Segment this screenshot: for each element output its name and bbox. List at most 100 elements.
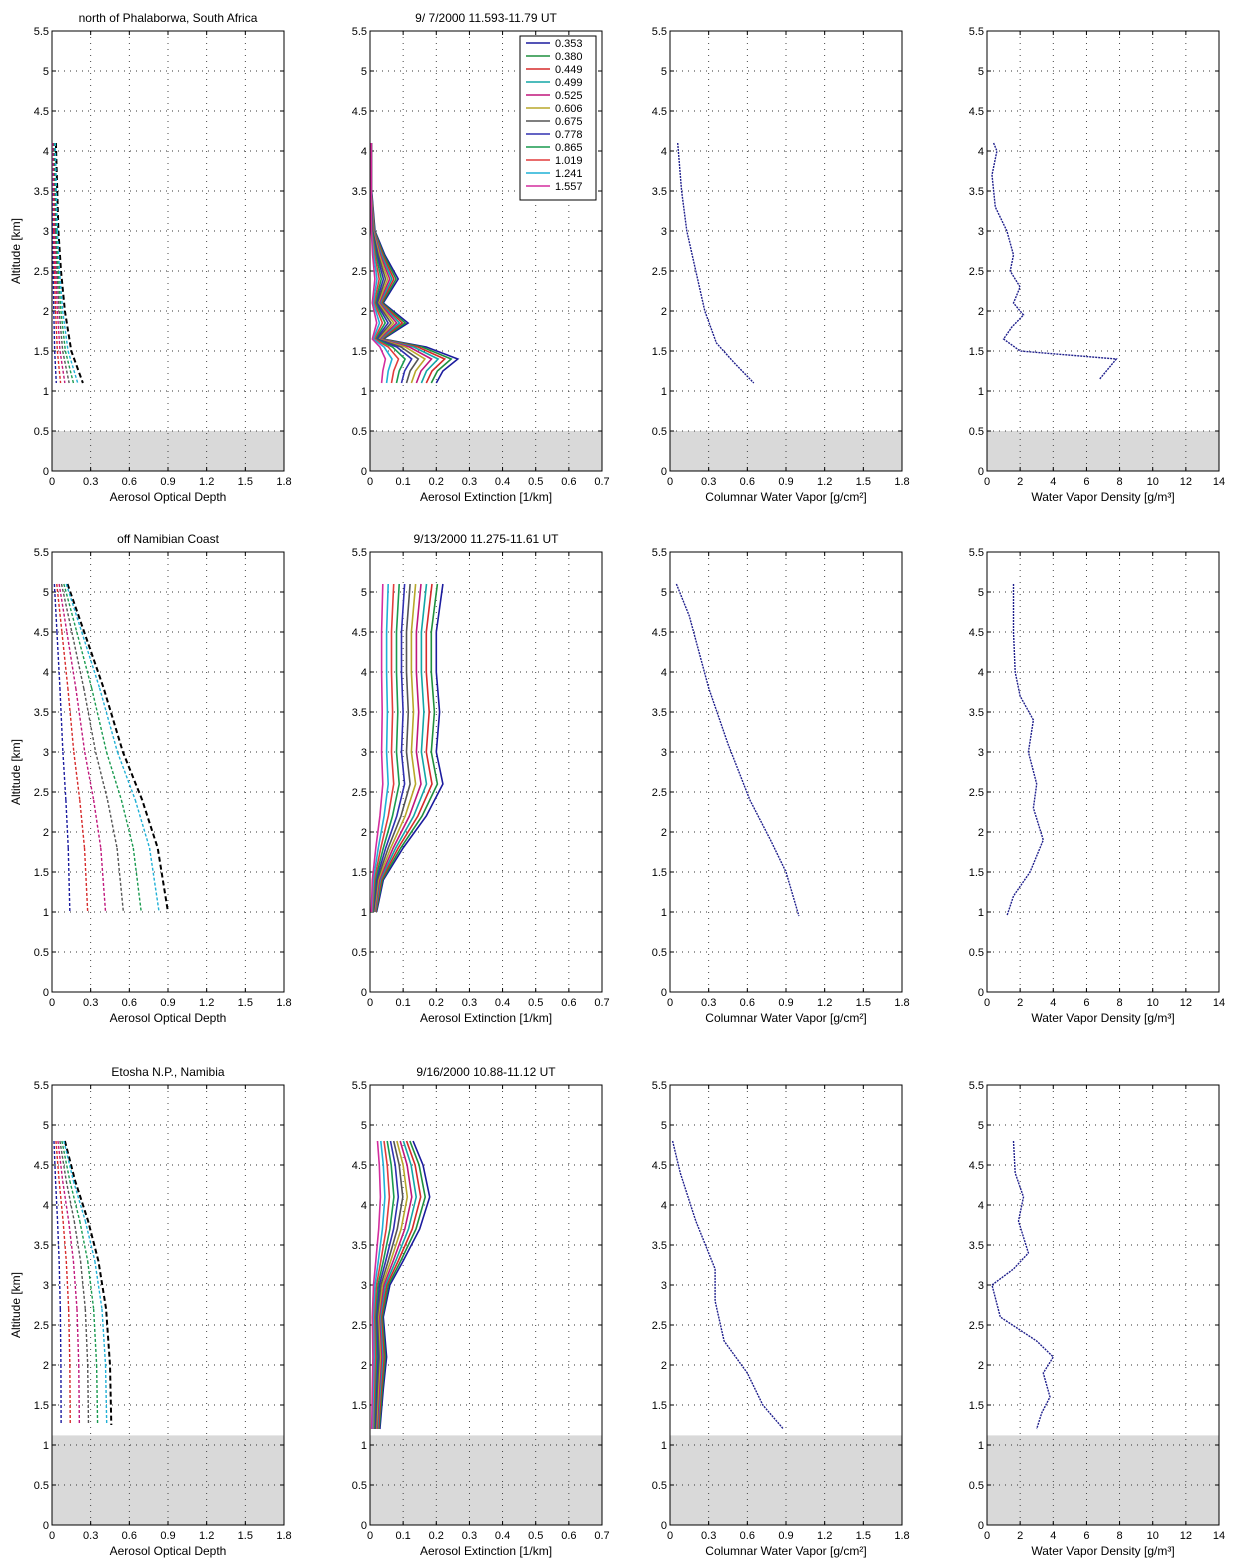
y-tick-label: 5.5 <box>352 26 367 38</box>
x-tick-label: 0.5 <box>528 1530 543 1542</box>
aod-strand <box>65 583 83 633</box>
y-tick-label: 5 <box>978 1120 984 1132</box>
y-tick-label: 3.5 <box>652 1240 667 1252</box>
aod-envelope <box>66 583 169 913</box>
y-tick-label: 3 <box>361 747 367 759</box>
y-tick-label: 1 <box>361 907 367 919</box>
aod-strand <box>84 1220 96 1262</box>
y-tick-label: 5 <box>43 1120 49 1132</box>
y-tick-label: 1 <box>43 386 49 398</box>
aod-strand <box>55 230 59 272</box>
aod-strand <box>86 1260 95 1310</box>
legend-entry: 0.865 <box>555 142 583 154</box>
aod-strand <box>67 1308 71 1366</box>
x-tick-label: 1.5 <box>238 476 253 488</box>
x-tick-label: 0.3 <box>83 476 98 488</box>
aod-strand <box>86 1364 90 1426</box>
y-tick-label: 4 <box>978 667 984 679</box>
aod-strand <box>54 310 59 352</box>
y-tick-label: 4.5 <box>352 106 367 118</box>
y-tick-label: 3.5 <box>969 186 984 198</box>
y-tick-label: 4.5 <box>969 627 984 639</box>
y-tick-label: 3 <box>361 226 367 238</box>
ground-shading <box>52 1435 284 1525</box>
y-tick-label: 2.5 <box>352 1320 367 1332</box>
x-tick-label: 14 <box>1213 1530 1225 1542</box>
aod-strand <box>56 631 61 689</box>
extinction-line-6 <box>372 583 411 913</box>
aod-strand <box>60 583 73 633</box>
y-tick-label: 2 <box>661 306 667 318</box>
y-tick-label: 5.5 <box>652 1080 667 1092</box>
extinction-line-2 <box>377 1140 422 1430</box>
x-tick-label: 4 <box>1050 476 1056 488</box>
aod-envelope <box>54 142 84 384</box>
y-tick-label: 4.5 <box>652 627 667 639</box>
x-tick-label: 1.2 <box>199 476 214 488</box>
extinction-line-9 <box>372 1140 391 1430</box>
y-tick-label: 5 <box>978 587 984 599</box>
aod-strand <box>98 687 119 753</box>
aod-strand <box>120 799 134 849</box>
panel-r2c2: 0 0.1 0.2 0.3 0.4 0.5 0.6 0.7 0 0.5 1 1.5 2 2.5 3 3.5 4 4… <box>352 532 610 1025</box>
y-tick-label: 3 <box>978 747 984 759</box>
x-tick-label: 0.7 <box>594 997 609 1009</box>
x-tick-label: 1.2 <box>817 476 832 488</box>
y-axis-label: Altitude [km] <box>9 739 23 805</box>
x-tick-label: 1.2 <box>817 1530 832 1542</box>
x-tick-label: 0 <box>667 476 673 488</box>
extinction-line-1 <box>375 583 439 913</box>
legend-entry: 0.675 <box>555 116 583 128</box>
aod-strand <box>62 350 70 384</box>
y-tick-label: 0 <box>661 466 667 478</box>
x-tick-label: 10 <box>1147 476 1159 488</box>
y-tick-label: 2.5 <box>34 1320 49 1332</box>
water-vapor-profile <box>675 583 800 917</box>
aod-strand <box>76 631 93 689</box>
x-tick-label: 0 <box>984 1530 990 1542</box>
y-tick-label: 2.5 <box>652 1320 667 1332</box>
y-axis-label: Altitude [km] <box>9 1272 23 1338</box>
x-tick-label: 0 <box>367 1530 373 1542</box>
x-tick-label: 1.2 <box>199 1530 214 1542</box>
x-tick-label: 6 <box>1083 476 1089 488</box>
y-tick-label: 5 <box>361 587 367 599</box>
y-tick-label: 4.5 <box>352 1160 367 1172</box>
x-tick-label: 0.6 <box>561 1530 576 1542</box>
panel-r1c3: 0 0.3 0.6 0.9 1.2 1.5 1.8 0 0.5 1 1.5 2 2.5 3 3.5 4 4.5 5… <box>652 26 910 504</box>
y-tick-label: 2 <box>361 1360 367 1372</box>
y-tick-label: 0.5 <box>969 1480 984 1492</box>
y-tick-label: 2 <box>661 1360 667 1372</box>
x-tick-label: 0 <box>49 476 55 488</box>
y-tick-label: 2 <box>43 827 49 839</box>
x-tick-label: 0.4 <box>495 476 510 488</box>
x-tick-label: 0.6 <box>122 476 137 488</box>
x-tick-label: 0 <box>49 997 55 1009</box>
x-tick-label: 0 <box>984 997 990 1009</box>
legend-entry: 0.525 <box>555 90 583 102</box>
aod-strand <box>53 350 57 384</box>
x-tick-label: 0.3 <box>83 997 98 1009</box>
y-tick-label: 3 <box>661 226 667 238</box>
extinction-line-0 <box>379 1140 431 1430</box>
y-tick-label: 4.5 <box>352 627 367 639</box>
x-tick-label: 1.5 <box>856 997 871 1009</box>
x-tick-label: 0.6 <box>561 997 576 1009</box>
extinction-line-1 <box>378 1140 427 1430</box>
aod-strand <box>61 1140 71 1182</box>
ground-shading <box>370 1435 602 1525</box>
y-tick-label: 2 <box>661 827 667 839</box>
extinction-line-10 <box>370 583 390 913</box>
x-axis-label: Columnar Water Vapor [g/cm²] <box>705 490 866 504</box>
y-tick-label: 1.5 <box>652 346 667 358</box>
water-vapor-profile <box>991 142 1118 380</box>
aod-strand <box>67 687 75 753</box>
y-tick-label: 5.5 <box>34 1080 49 1092</box>
aod-strand <box>79 1260 87 1310</box>
x-tick-label: 6 <box>1083 997 1089 1009</box>
aod-strand <box>73 751 81 801</box>
aod-strand <box>100 847 107 913</box>
y-tick-label: 1.5 <box>969 1400 984 1412</box>
x-axis-label: Aerosol Extinction [1/km] <box>420 1544 552 1558</box>
